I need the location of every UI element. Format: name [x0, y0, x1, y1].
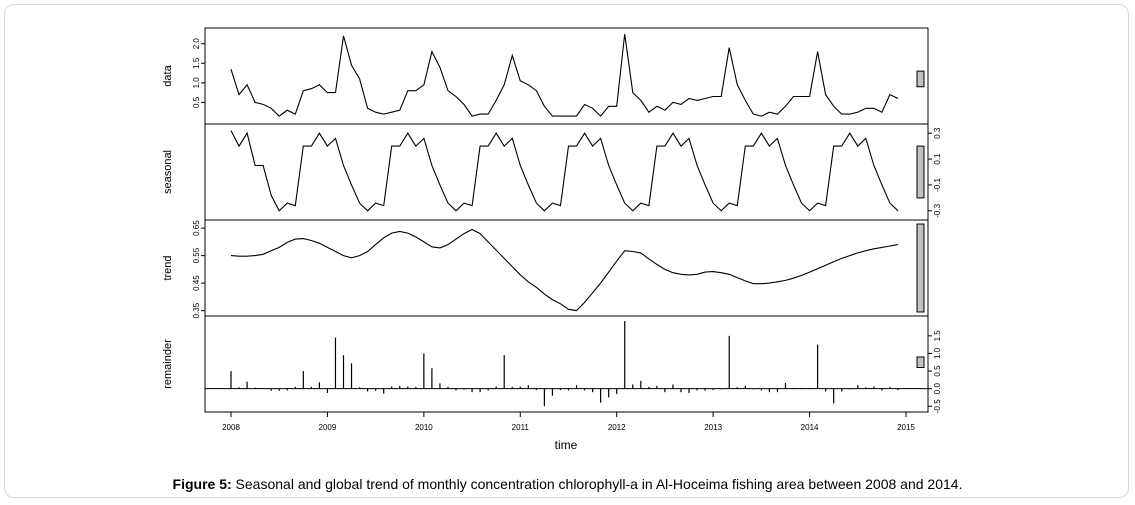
series-line-trend: [230, 228, 899, 312]
y-tick-label: -0.1: [933, 178, 942, 192]
x-tick-label: 2014: [801, 423, 819, 432]
scale-bar: [916, 356, 925, 369]
y-tick-label: -0.5: [933, 399, 942, 413]
x-tick-label: 2012: [608, 423, 626, 432]
y-tick-label: 0.1: [933, 153, 942, 165]
x-tick-label: 2008: [222, 423, 240, 432]
panel-border: [204, 123, 929, 221]
x-tick-label: 2011: [512, 423, 530, 432]
y-tick-label: 0.45: [192, 275, 201, 291]
y-tick-label: 0.3: [933, 127, 942, 139]
panel-seasonal: -0.3 -0.1 0.1 0.3 seasonal: [162, 123, 942, 221]
y-tick-label: 1.0: [192, 77, 201, 89]
y-tick-label: -0.3: [933, 203, 942, 217]
x-tick-label: 2010: [415, 423, 433, 432]
panel-ylabel-remainder: remainder: [162, 339, 174, 389]
scale-bar: [916, 70, 925, 88]
figure-frame: [4, 4, 1129, 498]
panel-border: [204, 27, 929, 125]
x-axis-label: time: [555, 438, 578, 452]
y-tick-label: 1.5: [192, 57, 201, 69]
caption-label: Figure 5:: [172, 476, 232, 492]
y-tick-label: 0.65: [192, 220, 201, 236]
x-tick-label: 2009: [319, 423, 337, 432]
panel-data: 0.5 1.0 1.5 2.0 data: [162, 27, 929, 125]
figure-caption: Figure 5: Seasonal and global trend of m…: [0, 476, 1135, 492]
scale-bar: [916, 145, 925, 199]
series-line-data: [230, 33, 899, 117]
panel-trend: 0.35 0.45 0.55 0.65 trend: [162, 219, 929, 318]
caption-text: Seasonal and global trend of monthly con…: [231, 476, 963, 492]
panel-ylabel-data: data: [162, 64, 174, 86]
scale-bar: [916, 223, 925, 313]
panel-border: [204, 315, 929, 413]
x-tick-label: 2015: [897, 423, 915, 432]
chart-panels: 0.5 1.0 1.5 2.0 data -0.3 -0.1 0.1 0.3 seasonal 0.…: [162, 27, 942, 413]
y-tick-label: 0.5: [192, 96, 201, 108]
y-tick-label: 0.35: [192, 302, 201, 318]
x-axis: 2008 2009 2010 2011 2012 2013 2014 2015: [222, 412, 915, 432]
panel-ylabel-seasonal: seasonal: [162, 150, 174, 194]
series-line-seasonal: [230, 130, 899, 212]
stl-decomposition-chart: 0.5 1.0 1.5 2.0 data -0.3 -0.1 0.1 0.3 seasonal 0.…: [162, 27, 942, 452]
panel-ylabel-trend: trend: [162, 255, 174, 280]
y-tick-label: 0.55: [192, 247, 201, 263]
y-tick-label: 0.0: [933, 383, 942, 395]
y-tick-label: 1.0: [933, 347, 942, 359]
panel-remainder: -0.5 0.0 0.5 1.0 1.5 remainder: [162, 315, 942, 413]
x-tick-label: 2013: [704, 423, 722, 432]
y-tick-label: 0.5: [933, 365, 942, 377]
y-tick-label: 1.5: [933, 330, 942, 342]
y-tick-label: 2.0: [192, 38, 201, 50]
